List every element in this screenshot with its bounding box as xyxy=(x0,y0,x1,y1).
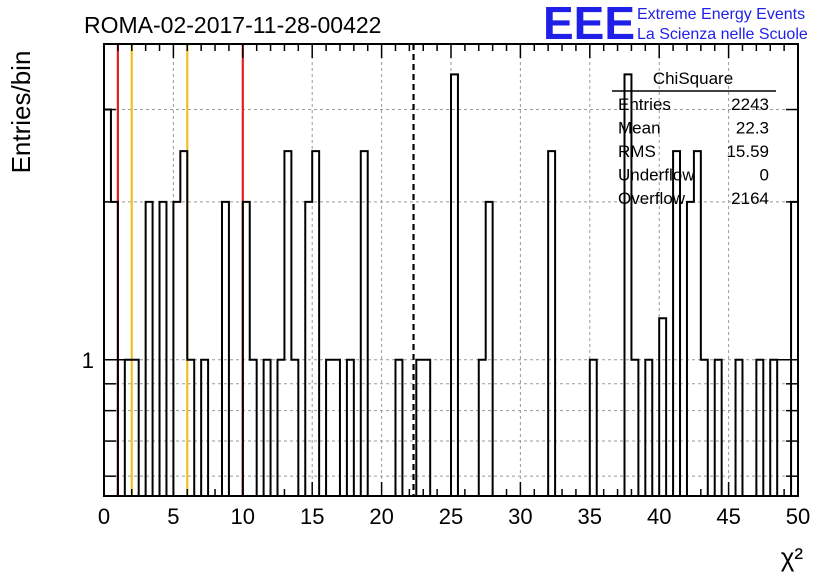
logo-line-2: La Scienza nelle Scuole xyxy=(637,26,808,43)
x-tick-label: 50 xyxy=(786,504,810,529)
y-tick-label: 1 xyxy=(82,348,94,373)
stats-name: ChiSquare xyxy=(653,69,733,88)
x-tick-label: 5 xyxy=(167,504,179,529)
stats-row-label: Overflow xyxy=(618,189,686,208)
stats-row-label: Underflow xyxy=(618,166,695,185)
x-tick-label: 40 xyxy=(647,504,671,529)
stats-rows: Entries 2243 Mean 22.3 RMS 15.59 Underflow 0 Ove… xyxy=(618,95,769,208)
stats-row-value: 2243 xyxy=(731,95,769,114)
logo-letters: EEE xyxy=(543,0,635,49)
x-tick-label: 45 xyxy=(716,504,740,529)
stats-row-value: 15.59 xyxy=(726,142,769,161)
axis-ticks xyxy=(103,43,799,496)
stats-row-value: 0 xyxy=(760,166,769,185)
y-axis-title: Entries/bin xyxy=(6,51,36,174)
x-tick-label: 25 xyxy=(439,504,463,529)
x-tick-label: 0 xyxy=(98,504,110,529)
x-tick-label: 35 xyxy=(578,504,602,529)
x-tick-label: 20 xyxy=(369,504,393,529)
stats-row-value: 2164 xyxy=(731,189,769,208)
stats-row-label: RMS xyxy=(618,142,656,161)
histogram-outline xyxy=(104,73,798,497)
eee-logo: EEE Extreme Energy Events La Scienza nel… xyxy=(543,0,808,49)
markers xyxy=(116,44,415,496)
stats-row-value: 22.3 xyxy=(736,119,769,138)
axis-tick-labels: 0 5 10 15 20 25 30 35 40 45 50 1 xyxy=(82,348,810,529)
x-tick-label: 30 xyxy=(508,504,532,529)
x-axis-title: χ² xyxy=(781,542,804,572)
stats-box: ChiSquare Entries 2243 Mean 22.3 RMS 15.59 Und… xyxy=(612,69,776,208)
x-tick-label: 15 xyxy=(300,504,324,529)
stats-row-label: Mean xyxy=(618,119,661,138)
logo-line-1: Extreme Energy Events xyxy=(637,6,805,23)
stats-row-label: Entries xyxy=(618,95,671,114)
x-tick-label: 10 xyxy=(231,504,255,529)
chart-title: ROMA-02-2017-11-28-00422 xyxy=(84,12,381,38)
